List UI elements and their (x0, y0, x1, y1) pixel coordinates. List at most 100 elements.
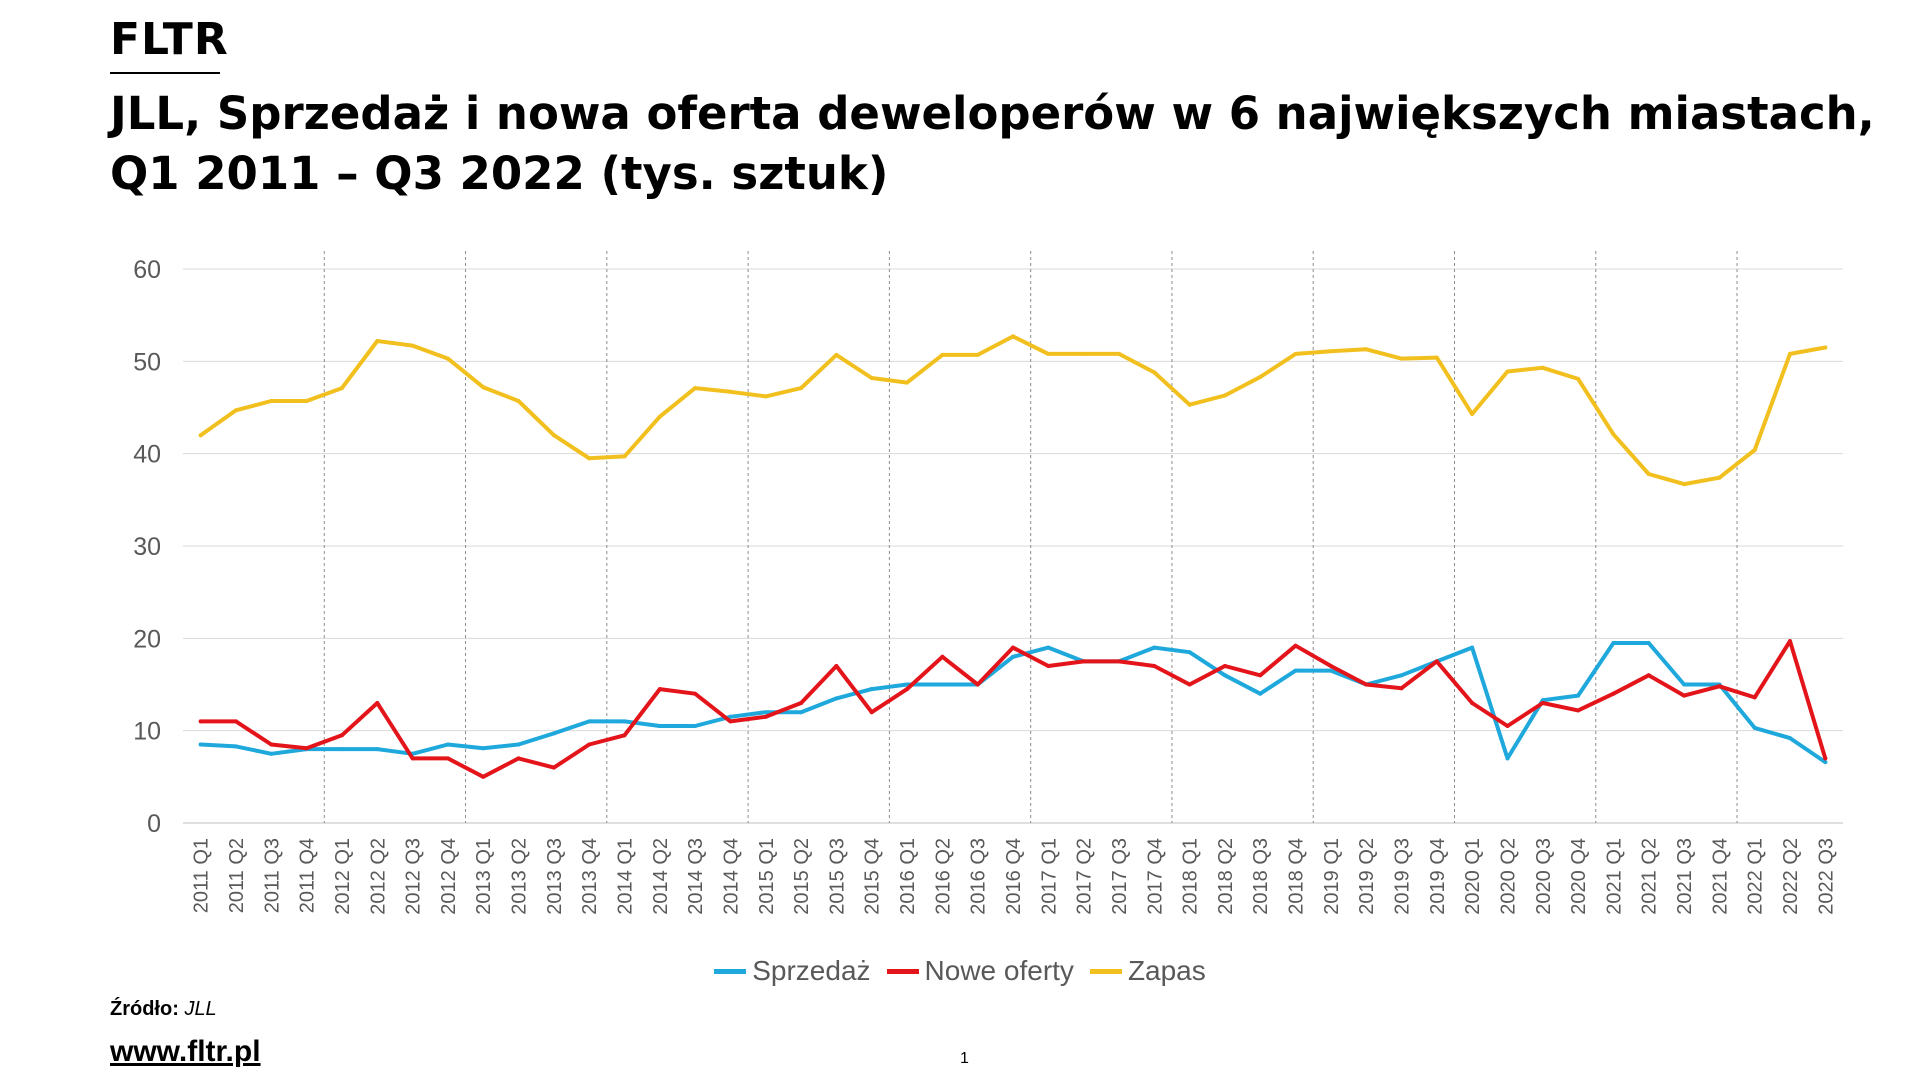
data-point-zapas (1682, 482, 1687, 487)
x-tick-label: 2012 Q2 (367, 838, 389, 915)
data-point-nowe (234, 719, 238, 724)
x-tick-label: 2019 Q3 (1392, 838, 1414, 915)
data-point-nowe (905, 687, 909, 692)
data-point-nowe (622, 733, 627, 738)
data-point-sprzedaz (834, 696, 839, 701)
data-point-zapas (1328, 349, 1333, 354)
x-tick-label: 2021 Q3 (1674, 838, 1696, 915)
chart-title: JLL, Sprzedaż i nowa oferta deweloperów … (110, 84, 1875, 204)
legend-swatch-sprzedaz (714, 968, 747, 974)
data-point-nowe (1823, 756, 1828, 761)
x-tick-label: 2011 Q2 (226, 838, 248, 913)
data-point-sprzedaz (622, 719, 627, 724)
data-point-sprzedaz (869, 687, 874, 692)
data-point-sprzedaz (481, 746, 486, 751)
data-point-sprzedaz (1011, 654, 1015, 659)
data-point-sprzedaz (339, 747, 344, 752)
data-point-sprzedaz (657, 724, 662, 728)
data-point-zapas (1187, 402, 1192, 407)
data-point-zapas (657, 414, 662, 419)
data-point-sprzedaz (1505, 756, 1510, 761)
data-point-zapas (269, 399, 274, 403)
x-tick-label: 2022 Q2 (1780, 838, 1802, 915)
legend-item-sprzedaz: Sprzedaż (714, 955, 871, 987)
data-point-sprzedaz (1646, 641, 1651, 645)
x-tick-label: 2015 Q3 (826, 838, 848, 915)
x-tick-label: 2018 Q1 (1180, 838, 1202, 915)
data-point-zapas (1222, 393, 1227, 398)
x-tick-label: 2020 Q3 (1533, 838, 1555, 915)
data-point-nowe (445, 756, 450, 761)
data-point-zapas (728, 389, 733, 394)
x-tick-label: 2017 Q2 (1074, 838, 1096, 915)
source-note: Źródło: JLL (110, 998, 217, 1021)
x-tick-label: 2020 Q1 (1462, 838, 1484, 915)
data-point-nowe (1328, 664, 1333, 668)
x-tick-label: 2021 Q4 (1709, 838, 1731, 915)
data-point-nowe (198, 719, 203, 724)
data-point-nowe (587, 742, 592, 747)
legend-label-sprzedaz: Sprzedaż (752, 955, 871, 986)
x-tick-label: 2019 Q1 (1321, 838, 1343, 915)
data-point-nowe (481, 774, 486, 779)
legend-swatch-nowe-oferty (886, 968, 919, 974)
x-tick-label: 2016 Q3 (968, 838, 990, 915)
x-tick-label: 2014 Q3 (685, 838, 707, 915)
x-tick-label: 2017 Q4 (1144, 838, 1166, 915)
data-point-nowe (410, 756, 415, 761)
x-tick-label: 2022 Q1 (1745, 838, 1767, 915)
y-tick-label-10: 10 (133, 718, 161, 746)
x-tick-label: 2020 Q2 (1497, 838, 1519, 915)
x-tick-label: 2012 Q1 (332, 838, 354, 915)
data-point-zapas (1258, 375, 1263, 379)
data-point-sprzedaz (728, 714, 733, 719)
data-point-nowe (1717, 684, 1722, 689)
website-link[interactable]: www.fltr.pl (110, 1035, 261, 1068)
chart-legend: Sprzedaż Nowe oferty Zapas (0, 955, 1920, 987)
data-point-nowe (1011, 645, 1015, 650)
x-tick-label: 2013 Q4 (579, 838, 601, 915)
data-point-sprzedaz (1152, 645, 1157, 650)
legend-label-zapas: Zapas (1127, 955, 1206, 986)
x-tick-label: 2021 Q1 (1603, 838, 1625, 915)
y-tick-label-30: 30 (133, 533, 161, 561)
data-point-sprzedaz (1682, 682, 1687, 687)
y-tick-label-20: 20 (133, 625, 161, 653)
data-point-zapas (1117, 351, 1121, 356)
data-point-nowe (551, 765, 556, 770)
legend-item-zapas: Zapas (1089, 955, 1206, 987)
data-point-nowe (834, 664, 839, 668)
data-point-zapas (1434, 355, 1439, 360)
data-point-zapas (763, 394, 768, 399)
x-tick-label: 2015 Q4 (862, 838, 884, 915)
data-point-nowe (1611, 691, 1616, 696)
x-tick-label: 2016 Q2 (932, 838, 954, 915)
data-point-nowe (1682, 693, 1687, 698)
data-point-nowe (375, 701, 380, 705)
x-tick-label: 2012 Q4 (438, 838, 460, 915)
data-point-sprzedaz (763, 710, 768, 715)
data-point-nowe (339, 733, 344, 738)
data-point-nowe (1046, 664, 1051, 668)
y-tick-label-0: 0 (147, 810, 161, 838)
data-point-zapas (1011, 334, 1015, 339)
data-point-zapas (1646, 472, 1651, 476)
data-point-zapas (1081, 351, 1086, 356)
x-tick-label: 2018 Q4 (1286, 838, 1308, 915)
x-tick-label: 2015 Q1 (756, 838, 778, 915)
x-tick-label: 2017 Q1 (1038, 838, 1060, 915)
y-tick-label-60: 60 (133, 256, 161, 284)
data-point-zapas (445, 356, 450, 361)
chart-title-line-2: Q1 2011 – Q3 2022 (tys. sztuk) (110, 147, 889, 200)
x-tick-label: 2016 Q1 (897, 838, 919, 915)
data-point-sprzedaz (234, 744, 238, 749)
data-point-nowe (657, 687, 662, 692)
data-point-nowe (975, 682, 980, 687)
data-point-zapas (481, 385, 486, 390)
data-point-zapas (1505, 369, 1510, 374)
x-tick-label: 2011 Q1 (191, 838, 213, 913)
x-tick-label: 2013 Q2 (509, 838, 531, 915)
data-point-nowe (1752, 695, 1757, 700)
data-point-nowe (1222, 664, 1227, 668)
